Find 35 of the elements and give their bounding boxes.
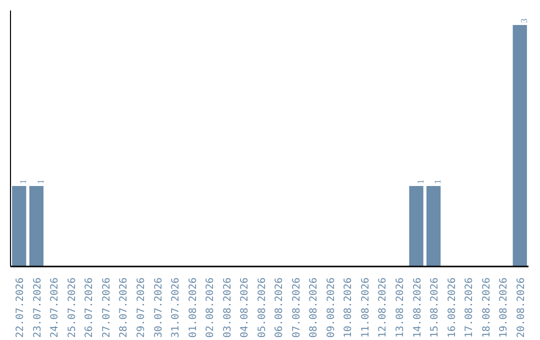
data-label: 1 [18,179,28,184]
x-tick-label: 23.07.2026 [32,277,44,338]
x-tick-label: 24.07.2026 [50,277,61,338]
x-tick-label: 08.08.2026 [308,277,320,338]
x-tick-label: 03.08.2026 [222,277,234,338]
x-tick-label: 13.08.2026 [395,277,406,338]
x-tick-label: 28.07.2026 [118,277,130,338]
x-tick-label: 06.08.2026 [274,277,286,338]
x-tick-label: 29.07.2026 [136,277,147,338]
x-tick-label: 19.08.2026 [498,277,510,338]
x-tick-label: 11.08.2026 [360,277,372,338]
x-tick-label: 20.08.2026 [516,277,527,338]
x-tick-label: 30.07.2026 [153,277,164,338]
data-label: 3 [518,18,529,23]
x-tick-label: 04.08.2026 [240,277,251,338]
x-tick-label: 16.08.2026 [446,277,458,338]
x-tick-label: 15.08.2026 [430,277,441,338]
x-tick-label: 31.07.2026 [170,277,182,338]
x-tick-label: 05.08.2026 [256,277,268,338]
x-tick-label: 02.08.2026 [205,277,216,338]
x-tick-label: 01.08.2026 [188,277,199,338]
data-label: 1 [415,179,426,184]
x-tick-label: 26.07.2026 [84,277,96,338]
x-tick-label: 07.08.2026 [291,277,302,338]
x-tick-label: 14.08.2026 [412,277,424,338]
data-label: 1 [35,179,46,184]
x-tick-label: 18.08.2026 [481,277,492,338]
x-tick-label: 09.08.2026 [326,277,337,338]
x-tick-label: 17.08.2026 [464,277,476,338]
x-tick-label: 25.07.2026 [66,277,78,338]
x-tick-label: 12.08.2026 [378,277,389,338]
x-tick-label: 10.08.2026 [343,277,354,338]
x-tick-label: 22.07.2026 [15,277,26,338]
x-tick-label: 27.07.2026 [101,277,112,338]
data-label: 1 [432,179,443,184]
